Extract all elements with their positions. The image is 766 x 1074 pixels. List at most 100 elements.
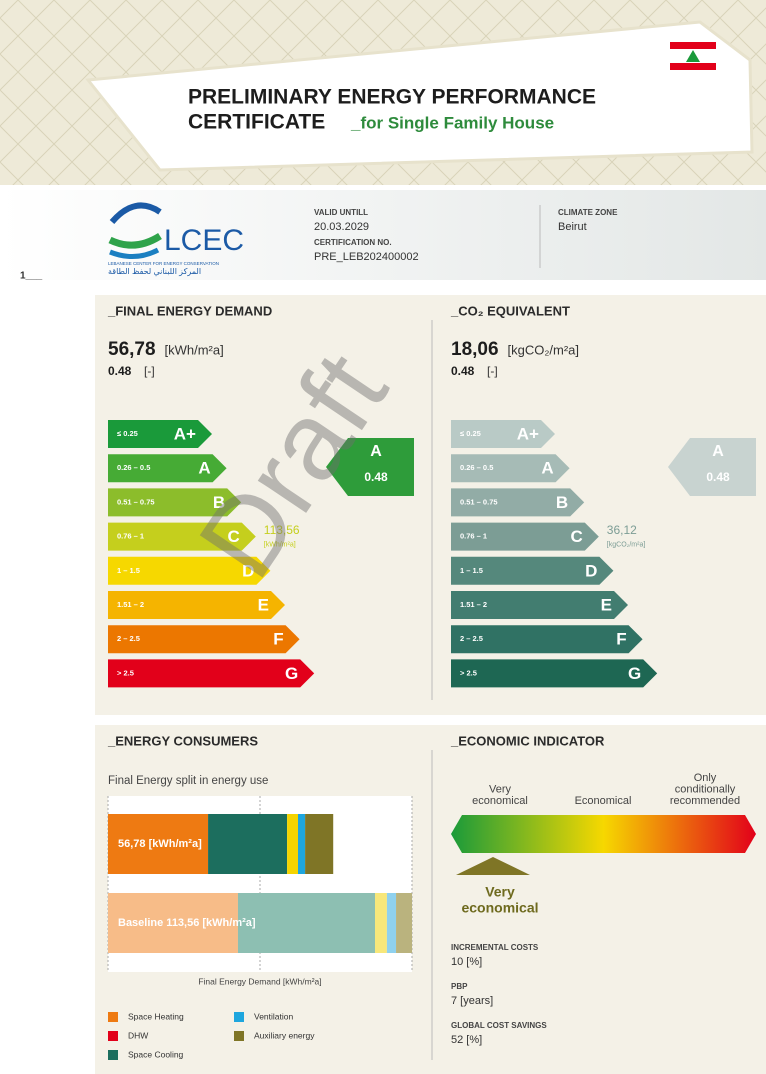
indicator-value: 0.48 xyxy=(364,470,388,484)
info-label: VALID UNTILL xyxy=(314,208,368,217)
class-letter: E xyxy=(258,595,269,614)
bar-label: Baseline 113,56 [kWh/m²a] xyxy=(118,917,256,929)
result: Very xyxy=(485,884,515,900)
class-letter: B xyxy=(556,493,568,512)
class-range: ≤ 0.25 xyxy=(117,429,138,438)
baseline-value: 36,12 xyxy=(607,523,637,537)
item-value: 7 [years] xyxy=(451,995,493,1007)
legend-swatch xyxy=(234,1012,244,1022)
info-value: Beirut xyxy=(558,221,587,233)
class-range: > 2.5 xyxy=(460,668,477,677)
baseline-unit: [kgCO₂/m²a] xyxy=(607,541,646,548)
logo-text: LCEC xyxy=(164,224,244,257)
info-label: CERTIFICATION NO. xyxy=(314,238,392,247)
class-letter: C xyxy=(571,527,583,546)
class-letter: A xyxy=(198,459,210,478)
scale-label: Only xyxy=(694,772,717,784)
main-unit: [kgCO₂/m²a] xyxy=(508,342,580,357)
class-range: 1.51 – 2 xyxy=(460,600,487,609)
class-letter: G xyxy=(285,664,298,683)
item-value: 52 [%] xyxy=(451,1034,482,1046)
class-letter: A+ xyxy=(174,424,196,443)
info-value: 20.03.2029 xyxy=(314,221,369,233)
info-value: PRE_LEB202400002 xyxy=(314,251,419,263)
class-letter: D xyxy=(585,561,597,580)
bar-segment xyxy=(238,893,375,953)
class-letter: G xyxy=(628,664,641,683)
class-range: 2 – 2.5 xyxy=(117,634,140,643)
ratio-unit: [-] xyxy=(144,364,155,378)
indicator-value: 0.48 xyxy=(706,470,730,484)
scale-label: conditionally xyxy=(675,783,736,795)
class-range: > 2.5 xyxy=(117,668,134,677)
bar-segment xyxy=(208,814,287,874)
class-letter: F xyxy=(273,630,283,649)
class-range: 1 – 1.5 xyxy=(117,566,140,575)
legend-swatch xyxy=(108,1050,118,1060)
section-heading: _ECONOMIC INDICATOR xyxy=(450,733,605,748)
class-arrow xyxy=(451,659,657,687)
page-number: 1___ xyxy=(20,271,43,282)
result: economical xyxy=(461,900,538,916)
subtitle: _for Single Family House xyxy=(350,113,554,132)
bar-segment xyxy=(298,814,305,874)
economic-scale xyxy=(451,815,756,853)
bar-segment xyxy=(375,893,387,953)
class-range: 0.76 – 1 xyxy=(460,532,487,541)
main-unit: [kWh/m²a] xyxy=(165,342,224,357)
class-range: 1 – 1.5 xyxy=(460,566,483,575)
ratio-value: 0.48 xyxy=(108,364,132,378)
scale-label: economical xyxy=(472,795,528,807)
item-label: INCREMENTAL COSTS xyxy=(451,943,539,952)
flag xyxy=(670,42,716,70)
certificate: PRELIMINARY ENERGY PERFORMANCECERTIFICAT… xyxy=(0,0,766,1074)
title: PRELIMINARY ENERGY PERFORMANCE xyxy=(188,86,596,109)
item-label: PBP xyxy=(451,982,468,991)
title: CERTIFICATE xyxy=(188,111,325,134)
legend-label: Space Cooling xyxy=(128,1049,184,1059)
indicator-letter: A xyxy=(712,443,724,460)
class-letter: A+ xyxy=(517,424,539,443)
legend-label: Auxiliary energy xyxy=(254,1030,315,1040)
chart-subtitle: Final Energy split in energy use xyxy=(108,775,268,787)
info-label: CLIMATE ZONE xyxy=(558,208,618,217)
class-letter: A xyxy=(541,459,553,478)
class-range: ≤ 0.25 xyxy=(460,429,481,438)
legend-label: DHW xyxy=(128,1030,148,1040)
bar-segment xyxy=(287,814,298,874)
page: { "header": {"title_line1": "PRELIMINARY… xyxy=(0,0,766,1074)
class-range: 0.26 – 0.5 xyxy=(117,463,150,472)
legend-swatch xyxy=(234,1031,244,1041)
class-arrow xyxy=(108,659,314,687)
bar-segment xyxy=(387,893,396,953)
bar-label: 56,78 [kWh/m²a] xyxy=(118,838,202,850)
class-range: 0.51 – 0.75 xyxy=(460,497,498,506)
class-range: 0.26 – 0.5 xyxy=(460,463,493,472)
bar-segment xyxy=(396,893,412,953)
class-range: 1.51 – 2 xyxy=(117,600,144,609)
legend-swatch xyxy=(108,1012,118,1022)
main-value: 56,78 xyxy=(108,339,156,360)
class-range: 2 – 2.5 xyxy=(460,634,483,643)
item-label: GLOBAL COST SAVINGS xyxy=(451,1021,547,1030)
ratio-value: 0.48 xyxy=(451,364,475,378)
legend-label: Ventilation xyxy=(254,1011,293,1021)
item-value: 10 [%] xyxy=(451,956,482,968)
class-range: 0.51 – 0.75 xyxy=(117,497,155,506)
axis-label: Final Energy Demand [kWh/m²a] xyxy=(198,976,321,986)
scale-label: Very xyxy=(489,783,512,795)
scale-label: Economical xyxy=(575,795,632,807)
bar-segment xyxy=(305,814,333,874)
class-range: 0.76 – 1 xyxy=(117,532,144,541)
section-heading: _CO₂ EQUIVALENT xyxy=(450,303,570,318)
logo-arabic: المركز اللبناني لحفظ الطاقة xyxy=(108,267,201,276)
main-value: 18,06 xyxy=(451,339,499,360)
legend-label: Space Heating xyxy=(128,1011,184,1021)
scale-label: recommended xyxy=(670,795,740,807)
class-letter: F xyxy=(616,630,626,649)
logo-org: LEBANESE CENTER FOR ENERGY CONSERVATION xyxy=(108,261,219,266)
section-heading: _ENERGY CONSUMERS xyxy=(107,733,258,748)
class-letter: E xyxy=(601,595,612,614)
ratio-unit: [-] xyxy=(487,364,498,378)
legend-swatch xyxy=(108,1031,118,1041)
